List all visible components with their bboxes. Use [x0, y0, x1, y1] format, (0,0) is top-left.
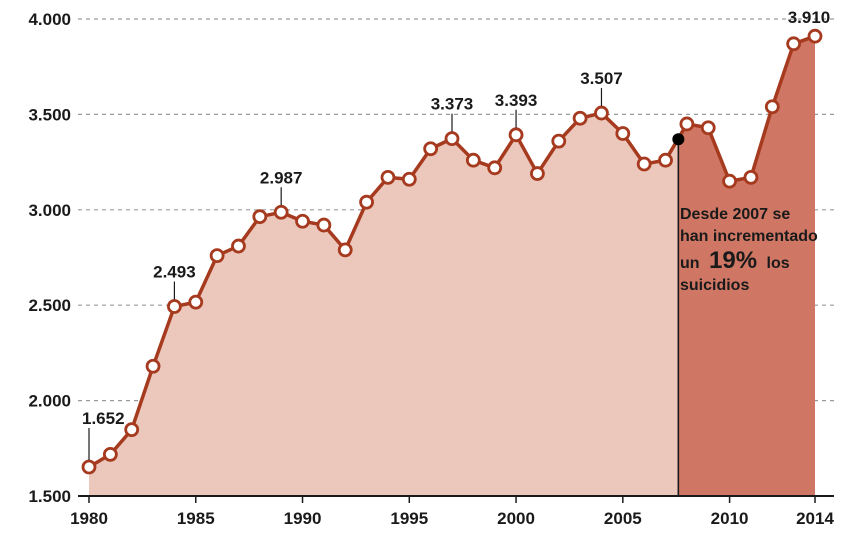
y-tick-label: 3.500: [28, 105, 71, 124]
data-point: [380, 169, 396, 185]
y-tick-label: 4.000: [28, 10, 71, 29]
annotation-line-3-pre: un: [680, 255, 700, 272]
data-point: [188, 294, 204, 310]
x-tick-label: 1985: [177, 509, 215, 528]
y-tick-label: 1.500: [28, 487, 71, 506]
x-tick-label: 1995: [390, 509, 428, 528]
y-tick-label: 3.000: [28, 201, 71, 220]
y-axis-ticks: 1.500 2.000 2.500 3.000 3.500 4.000: [28, 10, 71, 506]
annotation-marker: [672, 133, 685, 146]
data-point: [401, 171, 417, 187]
data-label: 3.910: [788, 8, 831, 27]
data-point: [295, 213, 310, 229]
data-point: [700, 120, 716, 136]
data-labels: 1.652 2.493 2.987 3.373 3.393 3.507 3.910: [82, 8, 830, 460]
data-label: 3.507: [580, 69, 623, 88]
annotation-percent: 19%: [709, 247, 757, 274]
annotation-line-3-post: los: [767, 255, 790, 272]
data-point: [167, 299, 182, 314]
annotation-line-1: Desde 2007 se: [680, 206, 790, 223]
data-point: [487, 160, 503, 176]
data-point: [722, 173, 737, 189]
x-tick-label: 1990: [284, 509, 322, 528]
data-point: [508, 127, 524, 143]
data-point: [530, 166, 545, 181]
data-point: [145, 358, 161, 374]
x-tick-label: 2005: [604, 509, 642, 528]
data-label: 2.493: [153, 263, 196, 282]
data-point: [594, 105, 609, 121]
y-tick-label: 2.500: [28, 296, 71, 315]
data-label: 1.652: [82, 409, 125, 428]
data-point: [615, 126, 631, 141]
data-point: [636, 156, 652, 172]
data-point: [786, 36, 802, 52]
data-point: [551, 133, 567, 149]
data-label: 3.373: [431, 95, 474, 114]
data-point: [423, 141, 439, 157]
data-point: [81, 459, 97, 475]
data-point: [572, 110, 588, 126]
x-tick-label: 2010: [711, 509, 749, 528]
area-fill-highlight: [678, 36, 815, 497]
data-point: [679, 116, 695, 132]
y-tick-label: 2.000: [28, 392, 71, 411]
data-point: [252, 209, 268, 225]
x-tick-label: 2000: [497, 509, 535, 528]
data-point: [764, 99, 780, 115]
annotation-line-3: un 19% los: [680, 247, 790, 274]
data-point: [359, 194, 374, 210]
data-point: [743, 169, 759, 185]
annotation: Desde 2007 se han incrementado un 19% lo…: [672, 133, 818, 496]
data-point: [807, 28, 823, 44]
data-point: [316, 217, 332, 233]
data-label: 2.987: [260, 168, 303, 187]
x-tick-label: 2014: [796, 509, 834, 528]
x-axis: 1980 1985 1990 1995 2000 2005 2010 2014: [70, 495, 834, 528]
data-point: [102, 447, 118, 462]
data-point: [444, 131, 460, 147]
data-point: [273, 204, 289, 220]
data-point: [658, 152, 673, 168]
data-points: [81, 28, 823, 475]
x-tick-label: 1980: [70, 509, 108, 528]
data-label: 3.393: [495, 91, 538, 110]
data-point: [465, 152, 481, 168]
data-point: [124, 422, 140, 438]
annotation-line-2: han incrementado: [680, 228, 818, 245]
data-point: [231, 238, 246, 254]
annotation-line-4: suicidios: [680, 277, 749, 294]
data-point: [337, 242, 353, 258]
data-point: [209, 248, 225, 263]
